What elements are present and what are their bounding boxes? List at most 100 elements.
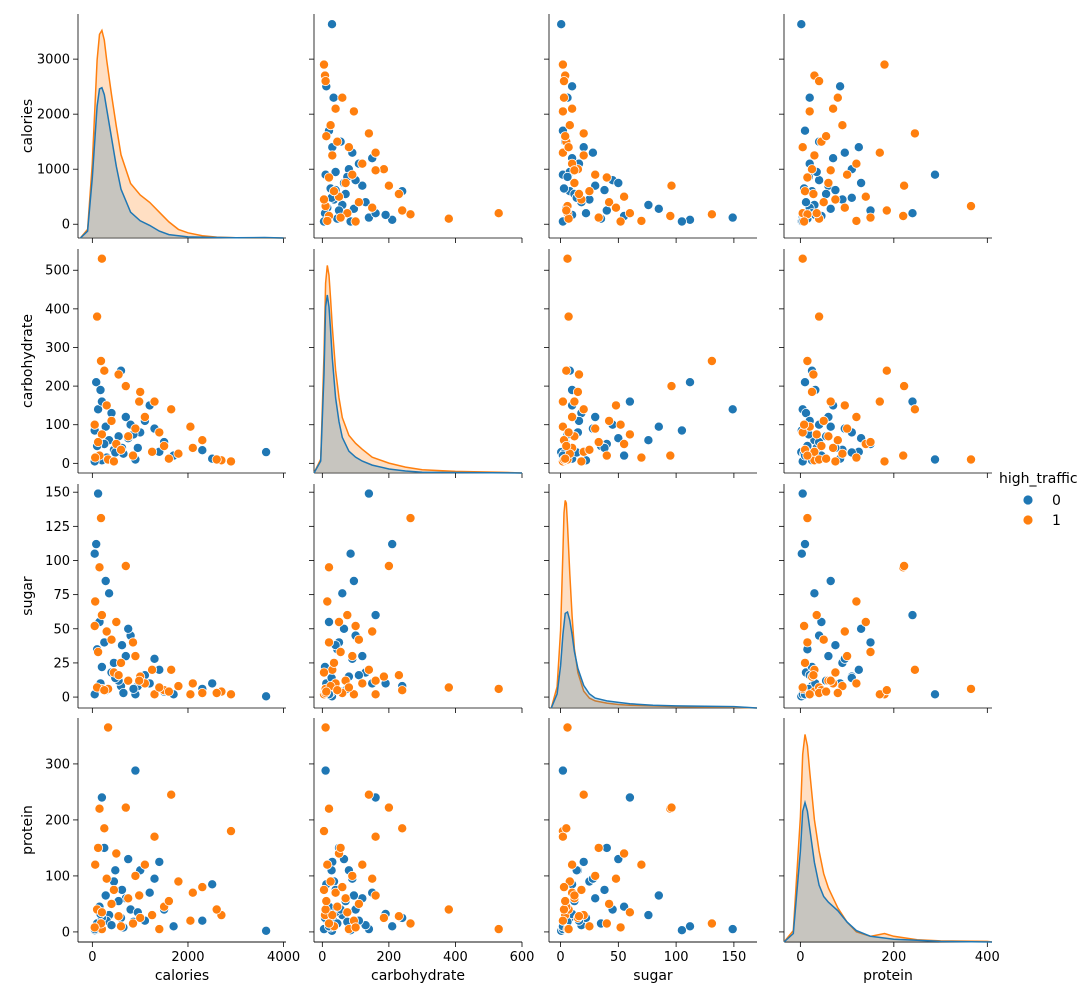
y-tick-label-protein: 200: [45, 813, 70, 828]
scatter-point-1: [881, 685, 892, 696]
panel-protein-vs-sugar: [544, 718, 757, 943]
scatter-point-1: [103, 722, 114, 733]
scatter-point-0: [207, 678, 218, 689]
scatter-point-1: [821, 686, 832, 697]
scatter-point-1: [154, 924, 165, 935]
scatter-point-1: [811, 610, 822, 621]
scatter-point-1: [211, 904, 222, 915]
scatter-point-1: [322, 859, 333, 870]
scatter-point-1: [899, 180, 910, 191]
scatter-point-1: [370, 147, 381, 158]
scatter-point-0: [830, 185, 841, 196]
panel-calories-vs-protein: [779, 14, 992, 243]
scatter-point-1: [572, 386, 583, 397]
scatter-point-1: [225, 689, 236, 700]
scatter-point-1: [342, 610, 353, 621]
scatter-point-1: [154, 682, 165, 693]
scatter-point-1: [561, 440, 572, 451]
scatter-point-1: [821, 131, 832, 142]
scatter-point-0: [132, 442, 143, 453]
scatter-point-0: [168, 921, 179, 932]
scatter-point-1: [563, 142, 574, 153]
scatter-point-1: [318, 884, 329, 895]
scatter-point-0: [653, 890, 664, 901]
scatter-point-1: [321, 896, 332, 907]
panel-carbohydrate-vs-protein: [779, 249, 992, 478]
panel-protein-vs-calories: [77, 718, 286, 943]
scatter-point-1: [113, 911, 124, 922]
y-tick-label-carbohydrate: 0: [62, 457, 70, 472]
scatter-point-1: [93, 647, 104, 658]
scatter-point-1: [578, 789, 589, 800]
x-tick-label-carbohydrate: 0: [318, 950, 326, 965]
scatter-point-1: [562, 722, 573, 733]
scatter-point-0: [839, 147, 850, 158]
panel-sugar-vs-sugar: [544, 484, 758, 713]
scatter-point-0: [89, 548, 100, 559]
scatter-point-1: [561, 205, 572, 216]
scatter-point-1: [851, 215, 862, 226]
scatter-point-0: [559, 183, 570, 194]
y-axis-label-sugar: sugar: [20, 576, 36, 616]
scatter-point-1: [578, 404, 589, 415]
scatter-point-1: [898, 450, 909, 461]
scatter-point-0: [323, 617, 334, 628]
scatter-point-1: [378, 671, 389, 682]
scatter-point-0: [865, 637, 876, 648]
scatter-point-1: [569, 177, 580, 188]
scatter-point-0: [578, 856, 589, 867]
scatter-point-1: [363, 128, 374, 139]
scatter-point-1: [584, 186, 595, 197]
x-tick-label-calories: 0: [88, 950, 96, 965]
scatter-point-1: [636, 215, 647, 226]
y-tick-label-carbohydrate: 500: [45, 264, 70, 279]
scatter-point-1: [96, 513, 107, 524]
scatter-point-0: [590, 893, 601, 904]
scatter-point-1: [197, 882, 208, 893]
scatter-point-1: [802, 450, 813, 461]
scatter-point-1: [328, 186, 339, 197]
panel-calories-vs-carbohydrate: [309, 14, 523, 243]
panel-carbohydrate-vs-sugar: [544, 249, 757, 478]
scatter-point-1: [347, 169, 358, 180]
scatter-point-1: [559, 882, 570, 893]
scatter-point-1: [804, 689, 815, 700]
scatter-point-0: [96, 662, 107, 673]
scatter-point-0: [562, 171, 573, 182]
scatter-point-1: [187, 887, 198, 898]
scatter-point-1: [323, 637, 334, 648]
scatter-point-1: [101, 873, 112, 884]
scatter-point-0: [930, 689, 941, 700]
scatter-point-1: [564, 120, 575, 131]
scatter-point-1: [111, 848, 122, 859]
y-tick-label-calories: 0: [62, 218, 70, 233]
y-tick-label-protein: 100: [45, 869, 70, 884]
scatter-point-0: [797, 488, 808, 499]
scatter-point-0: [130, 765, 141, 776]
y-tick-label-carbohydrate: 300: [45, 341, 70, 356]
scatter-point-1: [108, 884, 119, 895]
scatter-point-1: [106, 415, 117, 426]
scatter-point-1: [90, 596, 101, 607]
scatter-point-0: [326, 19, 337, 30]
scatter-point-1: [397, 823, 408, 834]
scatter-point-1: [357, 859, 368, 870]
scatter-point-1: [865, 647, 876, 658]
kde-fill-sugar-1: [551, 500, 757, 708]
scatter-point-1: [320, 904, 331, 915]
scatter-point-1: [909, 404, 920, 415]
scatter-point-1: [343, 142, 354, 153]
scatter-point-1: [851, 452, 862, 463]
scatter-point-1: [851, 596, 862, 607]
scatter-point-0: [907, 610, 918, 621]
scatter-point-0: [93, 488, 104, 499]
x-axis-calories: 0 2000 4000 calories: [78, 941, 300, 984]
scatter-point-0: [856, 177, 867, 188]
scatter-point-1: [814, 311, 825, 322]
scatter-point-1: [493, 924, 504, 935]
scatter-point-1: [874, 147, 885, 158]
scatter-point-1: [909, 664, 920, 675]
kde-line-sugar-1: [550, 500, 758, 709]
scatter-point-1: [149, 689, 160, 700]
scatter-point-1: [590, 423, 601, 434]
